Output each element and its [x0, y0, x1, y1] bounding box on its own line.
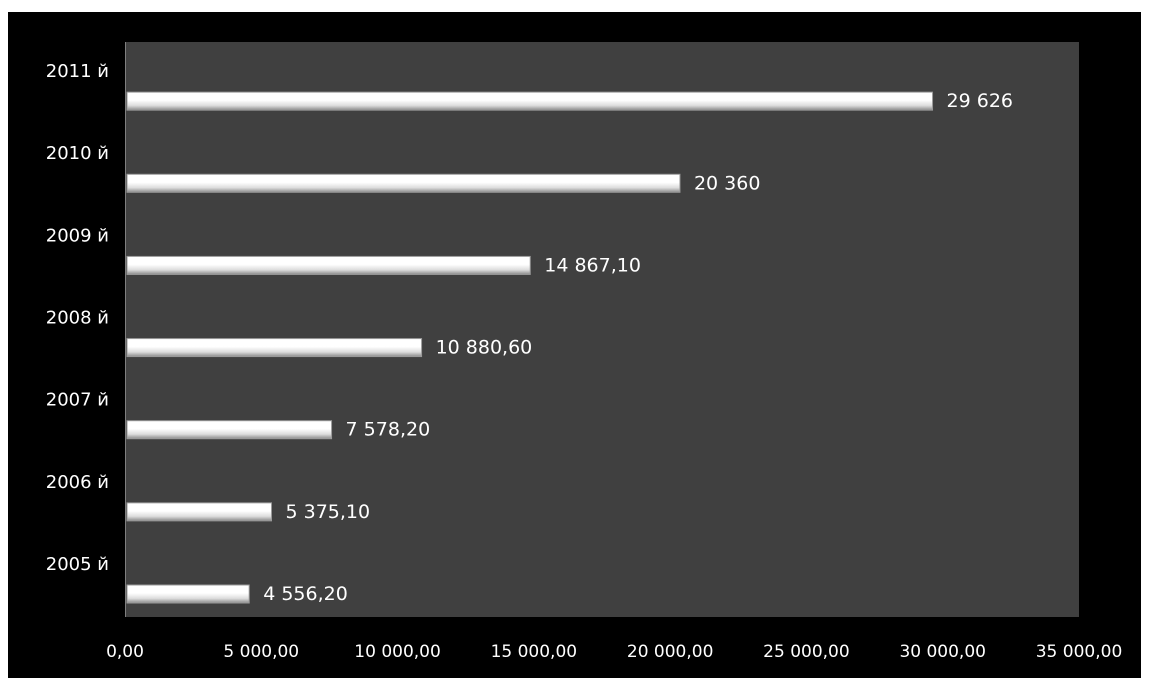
- category-label-4: 2009 й: [46, 225, 109, 246]
- x-tick-label-5: 25 000,00: [763, 642, 850, 662]
- x-tick-label-1: 5 000,00: [223, 642, 299, 662]
- bars-layer: [126, 91, 934, 604]
- x-tick-label-7: 35 000,00: [1036, 642, 1123, 662]
- category-label-6: 2011 й: [46, 61, 109, 82]
- x-tick-label-4: 20 000,00: [627, 642, 714, 662]
- value-label-5: 20 360: [694, 172, 760, 194]
- category-label-3: 2008 й: [46, 308, 109, 329]
- bar-3: [126, 338, 423, 358]
- x-tick-label-2: 10 000,00: [354, 642, 441, 662]
- labels-layer: 4 556,20 5 375,10 7 578,20 10 880,60 14 867,…: [263, 90, 1013, 605]
- bar-chart: 4 556,20 5 375,10 7 578,20 10 880,60 14 867,…: [8, 12, 1141, 678]
- x-tick-label-3: 15 000,00: [491, 642, 578, 662]
- bar-5: [126, 173, 681, 193]
- value-label-4: 14 867,10: [544, 254, 641, 276]
- category-label-0: 2005 й: [46, 554, 109, 575]
- category-label-1: 2006 й: [46, 472, 109, 493]
- value-label-1: 5 375,10: [286, 501, 371, 523]
- x-tick-label-0: 0,00: [106, 642, 144, 662]
- value-label-0: 4 556,20: [263, 583, 348, 605]
- category-labels: 2005 й 2006 й 2007 й 2008 й 2009 й 2010 й 2011…: [46, 61, 109, 575]
- x-tick-labels: 0,00 5 000,00 10 000,00 15 000,00 20 000,00 2…: [106, 642, 1122, 662]
- bar-1: [126, 502, 273, 522]
- plot-area: [125, 42, 1079, 617]
- category-label-2: 2007 й: [46, 390, 109, 411]
- value-label-6: 29 626: [947, 90, 1013, 112]
- bar-0: [126, 584, 250, 604]
- bar-4: [126, 255, 531, 275]
- value-label-2: 7 578,20: [346, 419, 431, 441]
- bar-2: [126, 420, 333, 440]
- x-tick-label-6: 30 000,00: [899, 642, 986, 662]
- value-label-3: 10 880,60: [436, 337, 533, 359]
- category-label-5: 2010 й: [46, 143, 109, 164]
- bar-6: [126, 91, 934, 111]
- chart-svg: 4 556,20 5 375,10 7 578,20 10 880,60 14 867,…: [46, 42, 1122, 662]
